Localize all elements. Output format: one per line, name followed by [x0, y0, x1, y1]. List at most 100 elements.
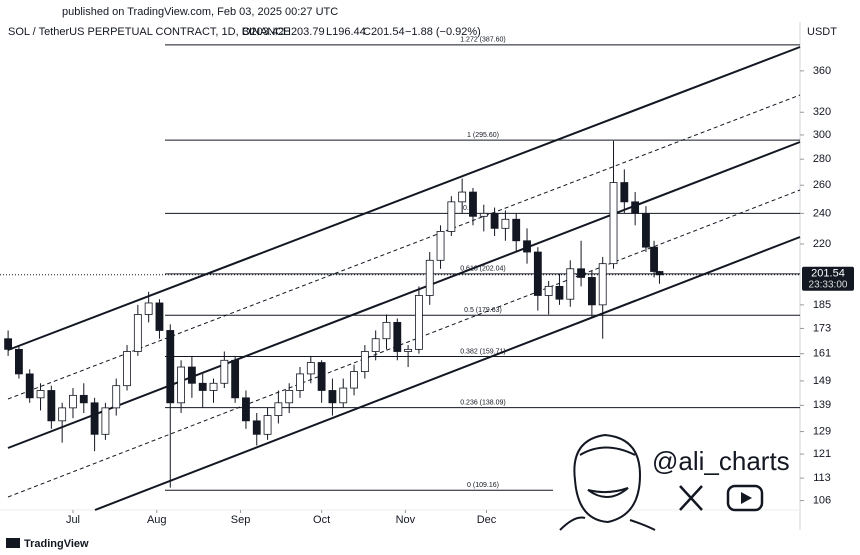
channel-line [94, 236, 801, 511]
y-tick-label: 161 [813, 348, 831, 360]
channel-line [7, 141, 801, 449]
youtube-icon [726, 484, 764, 512]
candle-body [220, 359, 229, 384]
y-tick-label: 185 [813, 299, 831, 311]
y-tick-label: 220 [813, 238, 831, 250]
candle-body [252, 420, 261, 435]
candle-body [296, 373, 304, 391]
candle-body [166, 330, 175, 404]
fib-label: 0.236 (138.09) [460, 399, 506, 406]
candle-body [523, 240, 531, 253]
candle-body [209, 382, 218, 391]
last-price-label: 201.54 [811, 268, 845, 280]
candle-body [4, 338, 13, 350]
candle-body [306, 362, 315, 375]
candle-body [609, 182, 618, 265]
fib-label: 1.272 (387.60) [460, 37, 506, 44]
candle-body [555, 285, 564, 300]
candle-body [198, 382, 207, 391]
candle-body [187, 366, 196, 384]
y-tick-label: 280 [813, 153, 831, 165]
x-tick-label: Nov [396, 514, 416, 526]
candle-body [631, 201, 640, 214]
shoulders [559, 516, 656, 531]
candle-body [577, 268, 585, 278]
candle-body [436, 231, 445, 261]
brow [579, 446, 636, 456]
logo-text: TradingView [24, 538, 89, 550]
y-tick-label: 149 [813, 375, 831, 387]
x-tick-label: Dec [477, 514, 497, 526]
candle-body [69, 394, 77, 409]
candle-body [242, 397, 250, 422]
change-label: −1.88 (−0.92%) [405, 26, 481, 38]
candle-body [404, 348, 413, 352]
candle-body [133, 314, 142, 352]
channel-dashed [7, 189, 801, 498]
y-tick-label: 129 [813, 425, 831, 437]
fib-label: 1 (295.60) [467, 132, 499, 139]
candle-body [371, 338, 380, 352]
candle-body [144, 302, 153, 315]
candle-body [231, 359, 240, 399]
low-label: L196.44 [326, 26, 366, 38]
x-icon [679, 485, 703, 511]
last-price-box [802, 266, 854, 291]
avatar [559, 433, 656, 531]
candle-body [263, 415, 272, 435]
candle-body [415, 295, 423, 350]
y-tick-label: 113 [813, 472, 831, 484]
candle-body [479, 212, 488, 217]
symbol: SOL / TetherUS PERPETUAL CONTRACT, 1D, B… [8, 26, 291, 38]
fib-label: 0. [463, 205, 469, 212]
candle-body [382, 321, 391, 340]
plot: 106 113 121 129 139 149 161 173 185 220 240 260 280 3… [0, 37, 831, 526]
candle-body [101, 407, 110, 435]
candle-body [47, 390, 56, 422]
close-label: C201.54 [363, 26, 405, 38]
mouth [587, 487, 629, 498]
candle-body [501, 218, 510, 229]
symbol-header: SOL / TetherUS PERPETUAL CONTRACT, 1D, B… [8, 26, 481, 38]
x-tick-label: Sep [231, 514, 251, 526]
candle-body [425, 259, 434, 296]
candle-body [274, 402, 283, 416]
candle-body [512, 218, 521, 242]
candle-body [285, 390, 294, 404]
face [573, 433, 642, 524]
candle-body [112, 385, 121, 409]
channel [7, 46, 801, 511]
icon-stroke [679, 485, 703, 511]
candle-body [458, 191, 467, 203]
publish-note: published on TradingView.com, Feb 03, 20… [62, 6, 338, 18]
fib-label: 0.382 (159.71) [460, 348, 506, 355]
candle-body [90, 402, 99, 435]
candle-body [360, 351, 369, 373]
candle-body [642, 212, 650, 248]
candle-body [490, 212, 499, 229]
y-tick-label: 360 [813, 65, 831, 77]
channel-line [7, 46, 801, 351]
y-tick-label: 139 [813, 399, 831, 411]
candle-body [317, 362, 326, 391]
watermark: @ali_charts [652, 446, 790, 476]
candle-body [25, 373, 34, 399]
fib-label: 0 (109.16) [467, 482, 499, 489]
x-tick-label: Aug [147, 514, 167, 526]
y-tick-label: 300 [813, 129, 831, 141]
candle-body [650, 246, 658, 272]
candle-body [155, 302, 164, 331]
candle-body [598, 263, 607, 306]
candle-body [350, 371, 358, 389]
youtube-play [741, 492, 752, 504]
candle-body [533, 251, 542, 296]
y-tick-label: 173 [813, 322, 831, 334]
candle-body [469, 191, 477, 217]
open-label: O203.42 [242, 26, 284, 38]
y-tick-label: 320 [813, 106, 831, 118]
logo-icon [6, 538, 20, 548]
candle-body [339, 387, 348, 404]
y-tick-label: 121 [813, 448, 831, 460]
candle-body [15, 348, 23, 375]
